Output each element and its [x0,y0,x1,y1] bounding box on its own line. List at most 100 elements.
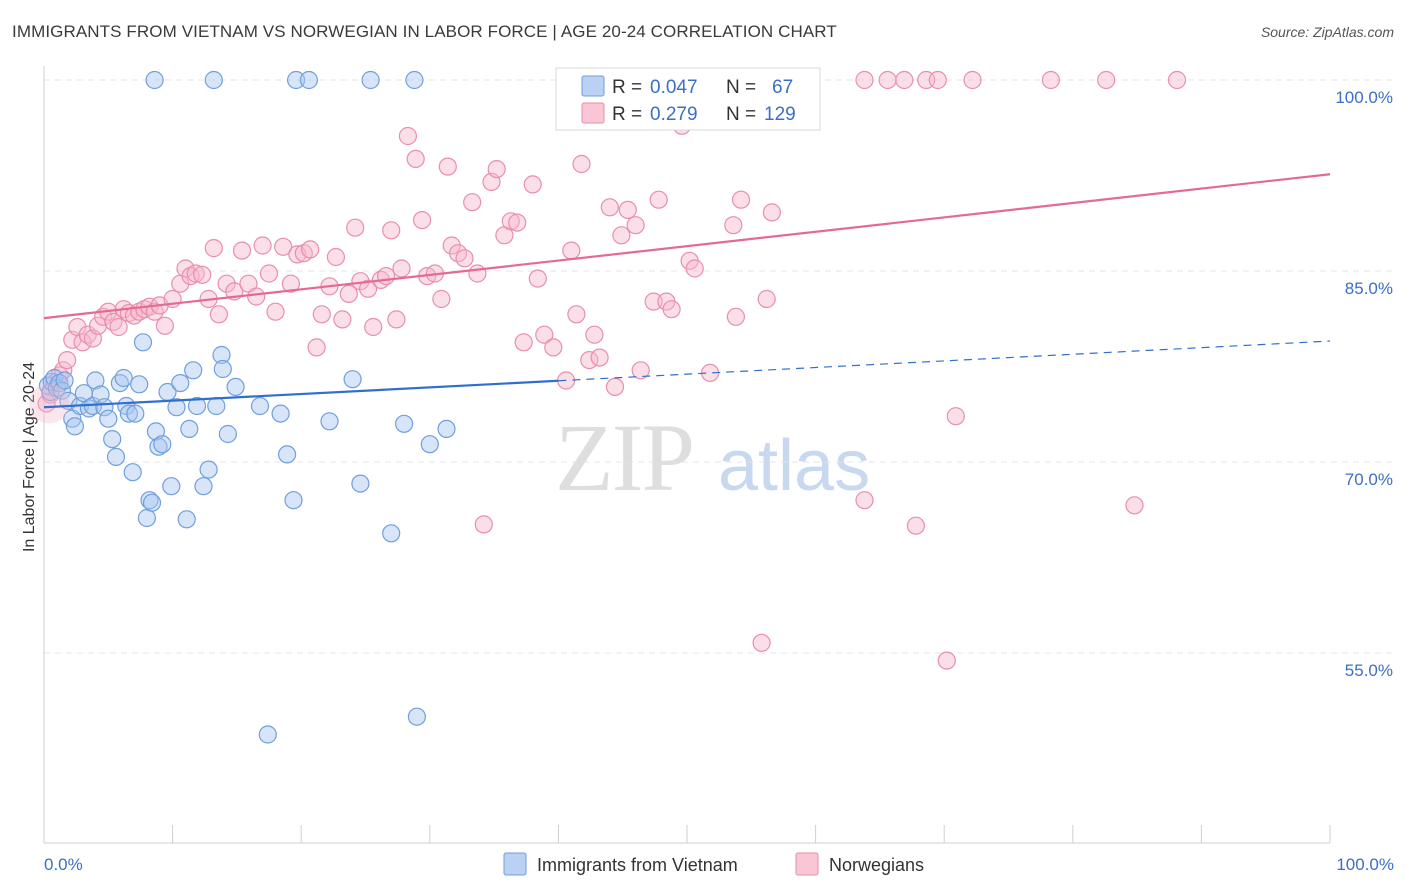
norwegians-point-68 [438,157,457,176]
vietnam-point-61 [420,435,439,454]
legend-r-label-norwegians: R = [612,104,642,125]
norwegians-point-79 [508,213,527,232]
vietnam-point-56 [343,370,362,389]
norwegians-point-32 [204,239,223,258]
norwegians-point-111 [762,203,782,222]
vietnam-point-54 [284,491,303,510]
norwegians-point-108 [731,190,751,209]
vietnam-point-34 [153,435,172,454]
trend-line-vietnam [43,379,559,409]
norwegians-point-98 [644,292,663,311]
norwegians-point-116 [1125,496,1144,515]
norwegians-point-42 [274,237,293,256]
norwegians-point-112 [855,491,874,510]
vietnam-point-19 [103,430,122,449]
vietnam-point-41 [184,361,203,380]
norwegians-point-125 [1167,70,1187,90]
norwegians-point-80 [514,333,533,352]
y-axis-label: In Labor Force | Age 20-24 [21,362,38,552]
source-attribution: Source: ZipAtlas.com [1260,24,1394,40]
vietnam-point-49 [226,377,245,396]
norwegians-point-93 [605,377,625,396]
y-tick-label-55: 55.0% [1345,661,1393,680]
norwegians-point-101 [662,300,681,319]
norwegians-point-81 [523,175,542,194]
norwegians-point-99 [649,190,668,209]
norwegians-point-58 [377,267,396,286]
legend-r-label-vietnam: R = [612,77,642,98]
vietnam-point-68 [405,70,424,90]
norwegians-point-123 [1041,70,1061,90]
vietnam-point-46 [212,345,231,365]
axes [43,66,1331,844]
norwegians-point-47 [307,338,326,357]
norwegians-point-84 [544,338,563,357]
norwegians-point-51 [333,310,352,329]
y-tick-label-100: 100.0% [1335,88,1393,107]
vietnam-point-60 [407,707,426,726]
vietnam-point-66 [299,70,318,90]
norwegians-point-40 [259,264,279,283]
series-legend-label-vietnam: Immigrants from Vietnam [537,855,738,875]
norwegians-point-114 [937,651,956,670]
vietnam-point-38 [171,374,190,393]
norwegians-point-113 [906,516,926,535]
norwegians-point-90 [585,325,604,344]
vietnam-point-40 [180,419,199,438]
norwegians-point-110 [757,289,776,309]
series-legend-swatch-vietnam [503,852,527,876]
norwegians-point-62 [398,126,417,146]
norwegians-point-39 [253,236,272,255]
norwegians-point-118 [878,70,897,90]
norwegians-point-91 [590,348,609,367]
vietnam-point-4 [47,379,67,398]
vietnam-point-7 [55,371,74,390]
norwegians-point-15 [109,317,128,337]
norwegians-point-63 [406,149,425,168]
vietnam-point-63 [145,70,164,90]
vietnam-point-26 [126,404,145,423]
norwegians-point-115 [946,407,965,426]
trend-line-norwegians [43,173,1331,320]
norwegians-point-41 [266,302,285,321]
norwegians-point-74 [474,515,493,534]
legend-n-label-vietnam: N = [726,77,756,98]
series-legend-label-norwegians: Norwegians [829,855,924,875]
norwegians-point-52 [339,284,358,303]
vietnam-point-15 [86,371,105,390]
norwegians-point-124 [1097,70,1116,90]
vietnam-point-55 [320,412,339,431]
vietnam-point-58 [382,524,401,543]
norwegians-point-64 [413,211,432,230]
norwegians-point-88 [572,154,591,174]
vietnam-point-44 [199,460,218,479]
norwegians-point-119 [895,70,914,90]
norwegians-point-30 [193,265,212,284]
legend-swatch-vietnam [581,75,605,97]
vietnam-point-28 [133,333,153,352]
trend-lines [43,173,1331,409]
norwegians-point-83 [535,325,554,344]
norwegians-point-117 [855,70,874,90]
norwegians-point-94 [612,226,631,245]
norwegians-point-92 [600,198,619,217]
grid-lines [44,79,1394,654]
norwegians-point-33 [209,305,228,324]
norwegians-point-61 [392,259,411,278]
x-tick-label-max: 100.0% [1336,855,1394,874]
norwegians-point-72 [463,193,482,212]
legend-r-value-vietnam: 0.047 [650,77,698,98]
norwegians-point-78 [501,212,520,231]
vietnam-point-52 [271,404,290,423]
norwegians-point-5 [57,351,77,370]
vietnam-point-42 [187,396,207,416]
norwegians-point-24 [155,316,174,335]
vietnam-point-53 [278,445,297,464]
vietnam-point-47 [213,359,232,379]
vietnam-point-30 [140,491,159,510]
vietnam-point-39 [177,510,196,529]
norwegians-point-14 [104,312,123,331]
vietnam-point-22 [114,368,133,388]
chart-title: IMMIGRANTS FROM VIETNAM VS NORWEGIAN IN … [12,22,837,41]
